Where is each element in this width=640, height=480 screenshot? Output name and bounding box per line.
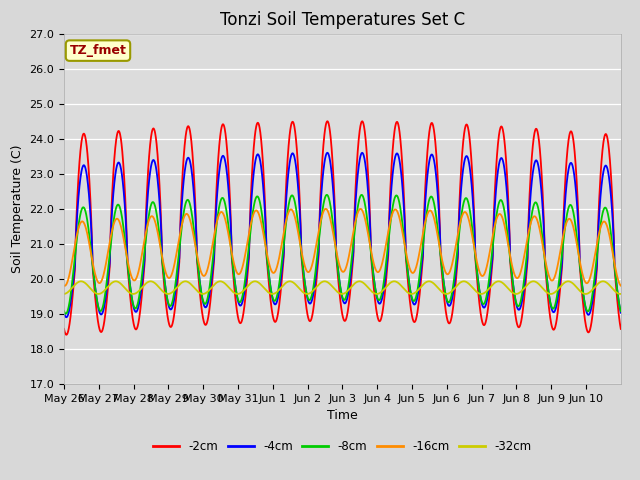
-4cm: [60, 310, 68, 315]
Line: -4cm: -4cm: [64, 153, 621, 317]
-32cm: [269, 291, 276, 297]
-16cm: [116, 220, 124, 226]
X-axis label: Time: Time: [327, 409, 358, 422]
-32cm: [236, 290, 244, 296]
-32cm: [511, 291, 518, 297]
Line: -32cm: -32cm: [64, 281, 621, 294]
-8cm: [542, 267, 550, 273]
-4cm: [609, 228, 617, 234]
-16cm: [511, 271, 518, 277]
-16cm: [609, 253, 617, 259]
-32cm: [60, 291, 68, 297]
-4cm: [323, 150, 331, 156]
-4cm: [116, 161, 124, 167]
-8cm: [511, 291, 518, 297]
-4cm: [542, 265, 550, 271]
-8cm: [617, 308, 625, 314]
-16cm: [617, 283, 625, 288]
-2cm: [60, 326, 68, 332]
-16cm: [60, 283, 68, 288]
-4cm: [63, 314, 70, 320]
-32cm: [609, 287, 617, 292]
-16cm: [542, 260, 550, 266]
-8cm: [236, 299, 244, 305]
-2cm: [323, 119, 331, 124]
-2cm: [376, 318, 384, 324]
-2cm: [609, 220, 617, 226]
-2cm: [116, 131, 124, 136]
-32cm: [116, 280, 124, 286]
-4cm: [376, 300, 384, 306]
-32cm: [376, 290, 384, 296]
-2cm: [542, 271, 550, 277]
-4cm: [236, 303, 244, 309]
Title: Tonzi Soil Temperatures Set C: Tonzi Soil Temperatures Set C: [220, 11, 465, 29]
-32cm: [286, 278, 294, 284]
-16cm: [236, 270, 244, 276]
-8cm: [60, 308, 68, 314]
Line: -2cm: -2cm: [64, 121, 621, 335]
-4cm: [511, 291, 518, 297]
-8cm: [62, 311, 70, 317]
-2cm: [236, 320, 244, 326]
-2cm: [63, 332, 70, 337]
-8cm: [609, 252, 617, 258]
-16cm: [376, 266, 384, 272]
-4cm: [617, 310, 625, 315]
-8cm: [323, 192, 331, 198]
-32cm: [542, 288, 550, 294]
Line: -8cm: -8cm: [64, 195, 621, 314]
-16cm: [322, 206, 330, 212]
-32cm: [617, 291, 625, 297]
-16cm: [61, 283, 68, 288]
Legend: -2cm, -4cm, -8cm, -16cm, -32cm: -2cm, -4cm, -8cm, -16cm, -32cm: [148, 435, 536, 458]
Text: TZ_fmet: TZ_fmet: [70, 44, 127, 57]
-8cm: [376, 296, 384, 302]
Y-axis label: Soil Temperature (C): Soil Temperature (C): [11, 144, 24, 273]
-2cm: [511, 305, 518, 311]
-2cm: [617, 326, 625, 332]
-8cm: [116, 204, 124, 210]
Line: -16cm: -16cm: [64, 209, 621, 286]
